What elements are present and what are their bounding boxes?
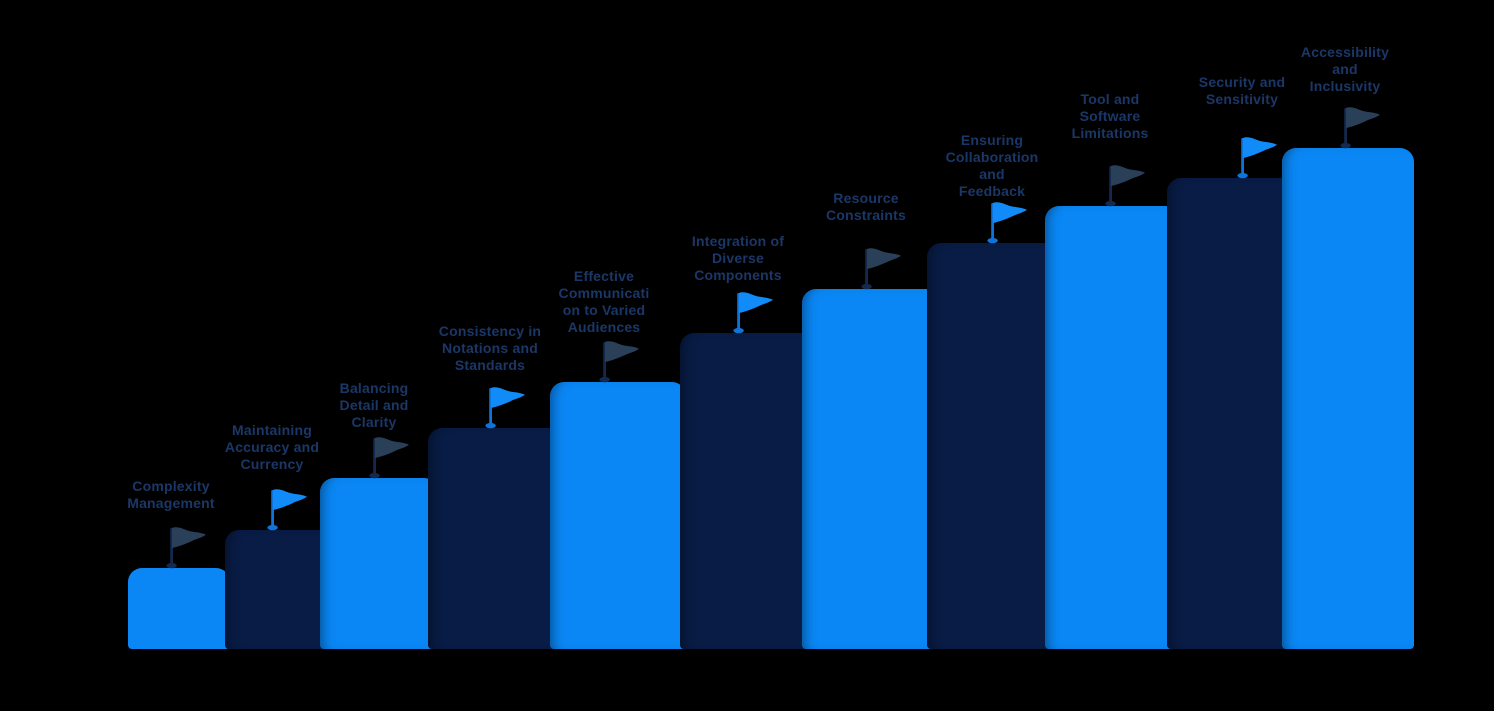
bar-label-line: Integration of <box>691 233 785 249</box>
bar-label-line: Standards <box>454 357 526 373</box>
bar-11 <box>1282 148 1414 649</box>
milestone-flag-icon <box>267 489 307 531</box>
bar-label-line: Resource <box>833 190 899 206</box>
milestone-flag-icon <box>1340 107 1380 149</box>
bar-2 <box>225 530 335 649</box>
bar-label-8: Ensuring Collaboration and Feedback <box>946 132 1039 200</box>
bar-label-line: Currency <box>240 456 304 472</box>
bar-9 <box>1045 206 1182 649</box>
bar-5 <box>550 382 686 649</box>
bar-label-line: Maintaining <box>232 422 312 438</box>
bar-label-line: Management <box>127 495 215 511</box>
bar-label-line: Feedback <box>958 183 1026 199</box>
bar-label-line: Clarity <box>351 414 397 430</box>
bar-label-6: Integration of Diverse Components <box>692 233 784 284</box>
bar-label-line: Software <box>1079 108 1141 124</box>
bar-label-line: Diverse <box>712 250 764 266</box>
milestone-flag-icon <box>987 202 1027 244</box>
milestone-flag-icon <box>166 527 206 569</box>
bar-8 <box>927 243 1063 649</box>
bar-label-1: Complexity Management <box>127 478 215 512</box>
bar-label-line: Inclusivity <box>1309 78 1381 94</box>
milestone-flag-icon <box>599 341 639 383</box>
bar-label-line: Effective <box>573 268 635 284</box>
bar-label-line: Balancing <box>339 380 409 396</box>
bar-label-line: Sensitivity <box>1205 91 1279 107</box>
bar-label-line: Security and <box>1198 74 1286 90</box>
milestone-flag-icon <box>1237 137 1277 179</box>
bar-label-line: on to Varied <box>562 302 646 318</box>
bar-label-line: Accessibility <box>1300 44 1390 60</box>
bar-label-line: Collaboration <box>945 149 1039 165</box>
bar-label-line: Detail and <box>339 397 409 413</box>
bar-label-5: Effective Communicati on to Varied Audience… <box>559 268 650 336</box>
bar-label-4: Consistency in Notations and Standards <box>439 323 541 374</box>
bar-label-9: Tool and Software Limitations <box>1072 91 1149 142</box>
milestone-flag-icon <box>485 387 525 429</box>
bar-1 <box>128 568 230 649</box>
bar-label-line: Components <box>694 267 782 283</box>
bar-label-line: Constraints <box>826 207 906 223</box>
milestone-flag-icon <box>733 292 773 334</box>
bar-label-line: Audiences <box>567 319 641 335</box>
bar-label-line: Communicati <box>558 285 650 301</box>
bar-4 <box>428 428 563 649</box>
bar-label-line: Accuracy and <box>224 439 320 455</box>
milestone-flag-icon <box>1105 165 1145 207</box>
bar-label-line: Complexity <box>132 478 210 494</box>
bar-7 <box>802 289 940 649</box>
bar-label-line: Tool and <box>1080 91 1140 107</box>
bar-label-line: and <box>979 166 1005 182</box>
bar-label-11: Accessibility and Inclusivity <box>1301 44 1389 95</box>
bar-label-3: Balancing Detail and Clarity <box>340 380 409 431</box>
bar-label-line: Ensuring <box>960 132 1024 148</box>
bar-label-2: Maintaining Accuracy and Currency <box>225 422 319 473</box>
milestone-flag-icon <box>369 437 409 479</box>
bar-label-line: Limitations <box>1071 125 1149 141</box>
bar-label-7: Resource Constraints <box>826 190 906 224</box>
bar-label-line: Consistency in <box>438 323 542 339</box>
bar-3 <box>320 478 438 649</box>
bar-6 <box>680 333 815 649</box>
bar-label-10: Security and Sensitivity <box>1199 74 1285 108</box>
milestone-flag-icon <box>861 248 901 290</box>
bar-label-line: Notations and <box>442 340 538 356</box>
bar-label-line: and <box>1332 61 1358 77</box>
